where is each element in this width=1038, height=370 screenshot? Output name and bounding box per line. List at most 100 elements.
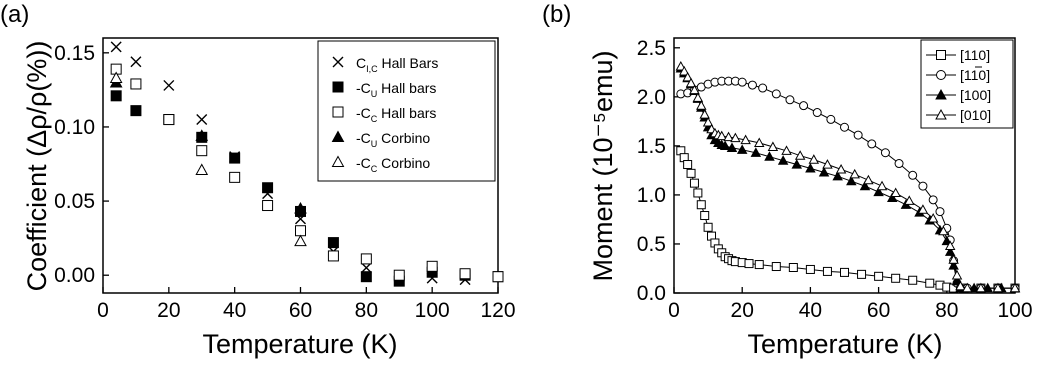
chart-panel-a: (a) 0 20 40 60 80 100 120 0.00 0.05 0.10 0.15 Temp…: [0, 1, 516, 359]
data-point: [849, 168, 860, 179]
axis-ticks-b: 0 20 40 60 80 100 0.0 0.5 1.0 1.5 2.0 2.5: [637, 37, 1033, 322]
x-tick-label: 60: [867, 299, 890, 322]
legend-a: CI,C Hall Bars -CU Hall bars -CC Hall bars…: [317, 40, 496, 182]
data-point: [846, 175, 857, 186]
data-point: [747, 80, 757, 90]
legend-marker: [935, 89, 947, 100]
data-point: [951, 269, 963, 280]
data-point: [110, 41, 122, 53]
y-tick-label: 1.0: [637, 184, 666, 207]
x-tick-label: 0: [668, 299, 680, 322]
series-b-0: [676, 146, 1020, 293]
y-tick-label: 0.0: [637, 282, 666, 305]
data-point: [360, 271, 372, 283]
legend-box-a: [317, 40, 496, 182]
data-point: [840, 267, 849, 277]
data-point: [794, 150, 806, 160]
x-tick-label: 80: [355, 299, 378, 322]
legend-label: [100]: [960, 87, 991, 103]
data-point: [928, 195, 938, 205]
series-a-2: [110, 63, 504, 283]
chart-panel-b: (b) 0 20 40 60 80 100 0.0 0.5 1.0 1.5 2.0 2.5 Tempe…: [542, 1, 1033, 359]
data-point: [360, 262, 372, 274]
data-point: [492, 271, 504, 283]
data-point: [904, 195, 915, 205]
legend-b: [110] [110] [100] [010]: [920, 39, 1014, 129]
data-point: [723, 131, 734, 142]
data-point: [835, 163, 847, 174]
plot-frame-b: [673, 37, 1016, 294]
data-point: [195, 129, 209, 141]
data-point: [702, 116, 714, 127]
data-point: [771, 262, 781, 272]
data-point: [840, 122, 849, 132]
data-points-a: [109, 41, 504, 287]
panel-label-a: (a): [0, 1, 29, 28]
data-point: [1009, 282, 1021, 293]
x-tick-label: 60: [289, 299, 312, 322]
data-point: [771, 89, 781, 99]
data-point: [459, 268, 471, 280]
data-point: [891, 273, 901, 283]
y-tick-label: 1.5: [637, 135, 666, 158]
data-point: [685, 77, 697, 88]
data-point: [948, 260, 959, 270]
y-axis-title-b: Moment (10⁻⁵emu): [588, 50, 618, 281]
data-point: [822, 266, 832, 276]
data-point: [327, 237, 339, 249]
data-point: [863, 174, 874, 185]
legend-label: CI,C Hall Bars: [356, 55, 438, 74]
legend-marker: [332, 81, 344, 93]
data-point: [832, 170, 843, 181]
x-tick-label: 120: [480, 299, 515, 322]
x-tick-label: 100: [415, 299, 450, 322]
data-point: [874, 271, 884, 281]
data-point: [890, 187, 901, 198]
data-point: [791, 159, 803, 169]
data-point: [130, 105, 142, 117]
data-point: [737, 77, 747, 87]
data-point: [294, 201, 307, 214]
y-tick-label: 2.5: [637, 37, 666, 60]
data-point: [948, 254, 959, 264]
data-point: [873, 186, 884, 197]
data-point: [195, 163, 209, 175]
data-point: [758, 83, 768, 93]
data-point: [808, 154, 820, 164]
y-axis-title-a: Coefficient (Δρ/ρ(%)): [22, 41, 52, 292]
data-point: [822, 159, 833, 169]
data-point: [689, 84, 700, 95]
data-point: [689, 178, 699, 188]
data-point: [163, 79, 175, 91]
x-tick-label: 20: [157, 299, 180, 322]
data-point: [262, 182, 274, 194]
data-point: [700, 211, 710, 221]
data-point: [699, 109, 710, 119]
data-point: [918, 181, 928, 191]
legend-label: -CC Hall bars: [356, 105, 436, 124]
data-point: [110, 90, 122, 102]
series-a-4: [109, 71, 307, 247]
x-tick-label: 100: [997, 299, 1032, 322]
data-point: [696, 200, 706, 210]
y-tick-label: 0.00: [54, 264, 95, 287]
data-point: [894, 159, 904, 169]
data-point: [693, 188, 703, 198]
data-point: [867, 139, 877, 149]
legend-marker: [331, 155, 345, 167]
data-points-b: [675, 61, 1021, 293]
y-tick-label: 2.0: [637, 86, 666, 109]
legend-label: -CC Corbino: [356, 155, 430, 174]
data-point: [962, 282, 973, 293]
data-point: [130, 78, 142, 90]
y-tick-label: 0.05: [54, 190, 95, 213]
legend-marker: [935, 109, 947, 120]
data-point: [682, 71, 693, 82]
data-point: [196, 145, 208, 157]
data-point: [938, 225, 949, 236]
y-tick-label: 0.5: [637, 233, 666, 256]
data-point: [716, 130, 727, 141]
data-point: [163, 114, 175, 126]
data-point: [799, 101, 809, 111]
data-point: [886, 192, 898, 202]
